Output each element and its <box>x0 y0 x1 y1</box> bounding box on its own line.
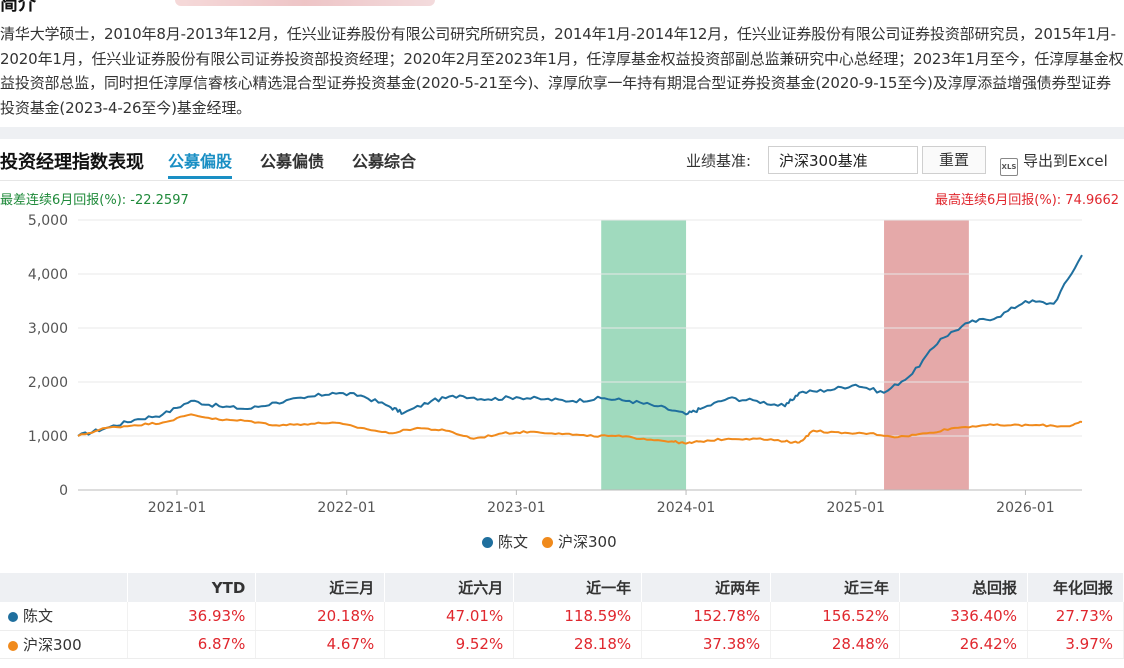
table-cell: 152.78% <box>641 602 772 631</box>
section-cut-title: 简介 <box>0 0 36 15</box>
x-tick-label: 2025-01 <box>826 500 885 516</box>
tab-equity-funds[interactable]: 公募偏股 <box>168 152 233 171</box>
table-header-cell: 年化回报 <box>1027 573 1124 602</box>
y-tick-label: 4,000 <box>28 267 68 283</box>
legend-item-index[interactable]: 沪深300 <box>542 531 617 552</box>
xls-file-icon: XLS <box>1000 158 1018 176</box>
tab-bond-funds[interactable]: 公募偏债 <box>260 152 325 171</box>
row-name-cell: 沪深300 <box>0 630 129 659</box>
best-6m-return: 最高连续6月回报(%): 74.9662 <box>935 189 1119 208</box>
table-cell: 3.97% <box>1027 630 1124 659</box>
table-cell: 336.40% <box>899 602 1028 631</box>
top-strip: 简介 <box>0 0 1124 15</box>
table-cell: 27.73% <box>1027 602 1124 631</box>
table-cell: 37.38% <box>641 630 772 659</box>
table-header-cell: 近一年 <box>513 573 643 602</box>
row-name: 沪深300 <box>23 635 82 654</box>
header-divider <box>0 180 1124 181</box>
benchmark-select[interactable]: 沪深300基准 <box>768 146 918 174</box>
table-cell: 36.93% <box>127 602 257 631</box>
table-cell: 47.01% <box>384 602 515 631</box>
legend-label-index: 沪深300 <box>558 533 617 551</box>
table-header-cell: 近两年 <box>641 573 772 602</box>
y-tick-label: 2,000 <box>28 375 68 391</box>
active-tab-indicator <box>168 176 232 179</box>
row-name-cell: 陈文 <box>0 602 129 631</box>
table-cell: 6.87% <box>127 630 257 659</box>
table-header-cell: 近六月 <box>384 573 515 602</box>
table-cell: 20.18% <box>255 602 386 631</box>
export-excel-label: 导出到Excel <box>1023 152 1108 170</box>
table-cell: 156.52% <box>770 602 901 631</box>
table-header-cell: 近三月 <box>255 573 386 602</box>
legend-label-manager: 陈文 <box>498 533 529 551</box>
row-name: 陈文 <box>23 607 54 626</box>
y-tick-label: 1,000 <box>28 429 68 445</box>
legend-item-manager[interactable]: 陈文 <box>482 531 528 552</box>
performance-line-chart: 0 1,000 2,000 3,000 4,000 5,000 2021-01 2022-01… <box>28 213 1083 516</box>
highlight-band-min <box>601 220 687 490</box>
table-header-cell: 近三年 <box>770 573 901 602</box>
legend-dot-manager <box>482 537 493 548</box>
table-row: 陈文 36.93% 20.18% 47.01% 118.59% 152.78% … <box>0 602 1124 631</box>
x-tick-label: 2023-01 <box>487 500 546 516</box>
table-cell: 26.42% <box>899 630 1028 659</box>
table-header-cell: 总回报 <box>899 573 1028 602</box>
x-tick-label: 2024-01 <box>657 500 716 516</box>
legend-dot-index <box>542 537 553 548</box>
series-line-index <box>77 413 1083 445</box>
manager-bio: 清华大学硕士，2010年8月-2013年12月，任兴业证券股份有限公司研究所研究… <box>0 25 1124 117</box>
table-header-row: YTD 近三月 近六月 近一年 近两年 近三年 总回报 年化回报 <box>0 573 1124 602</box>
series-line-manager <box>77 254 1083 437</box>
best-6m-label: 最高连续6月回报(%): <box>935 193 1062 208</box>
x-tick-label: 2026-01 <box>996 500 1055 516</box>
worst-6m-return: 最差连续6月回报(%): -22.2597 <box>0 189 189 208</box>
table-cell: 9.52% <box>384 630 515 659</box>
table-cell: 28.48% <box>770 630 901 659</box>
x-tick-label: 2022-01 <box>317 500 376 516</box>
best-6m-value: 74.9662 <box>1065 193 1120 208</box>
worst-6m-value: -22.2597 <box>130 193 189 208</box>
table-header-cell <box>0 573 129 602</box>
section-divider <box>0 127 1124 139</box>
decorative-smudge <box>175 0 435 6</box>
table-cell: 28.18% <box>513 630 643 659</box>
table-row: 沪深300 6.87% 4.67% 9.52% 28.18% 37.38% 28… <box>0 630 1124 659</box>
performance-table: YTD 近三月 近六月 近一年 近两年 近三年 总回报 年化回报 陈文 36.9… <box>0 573 1124 659</box>
series-dot <box>8 640 18 651</box>
benchmark-label: 业绩基准: <box>686 152 752 170</box>
tab-combined-funds[interactable]: 公募综合 <box>352 152 417 171</box>
section-title: 投资经理指数表现 <box>0 152 144 173</box>
x-tick-label: 2021-01 <box>148 500 207 516</box>
worst-6m-label: 最差连续6月回报(%): <box>0 193 127 208</box>
y-tick-label: 0 <box>59 483 68 499</box>
table-cell: 118.59% <box>513 602 643 631</box>
y-tick-label: 5,000 <box>28 213 68 229</box>
export-excel-button[interactable]: XLS 导出到Excel <box>1000 150 1108 176</box>
series-dot <box>8 612 18 623</box>
table-header-cell: YTD <box>127 573 257 602</box>
reset-button[interactable]: 重置 <box>922 146 986 174</box>
table-cell: 4.67% <box>255 630 386 659</box>
y-tick-label: 3,000 <box>28 321 68 337</box>
